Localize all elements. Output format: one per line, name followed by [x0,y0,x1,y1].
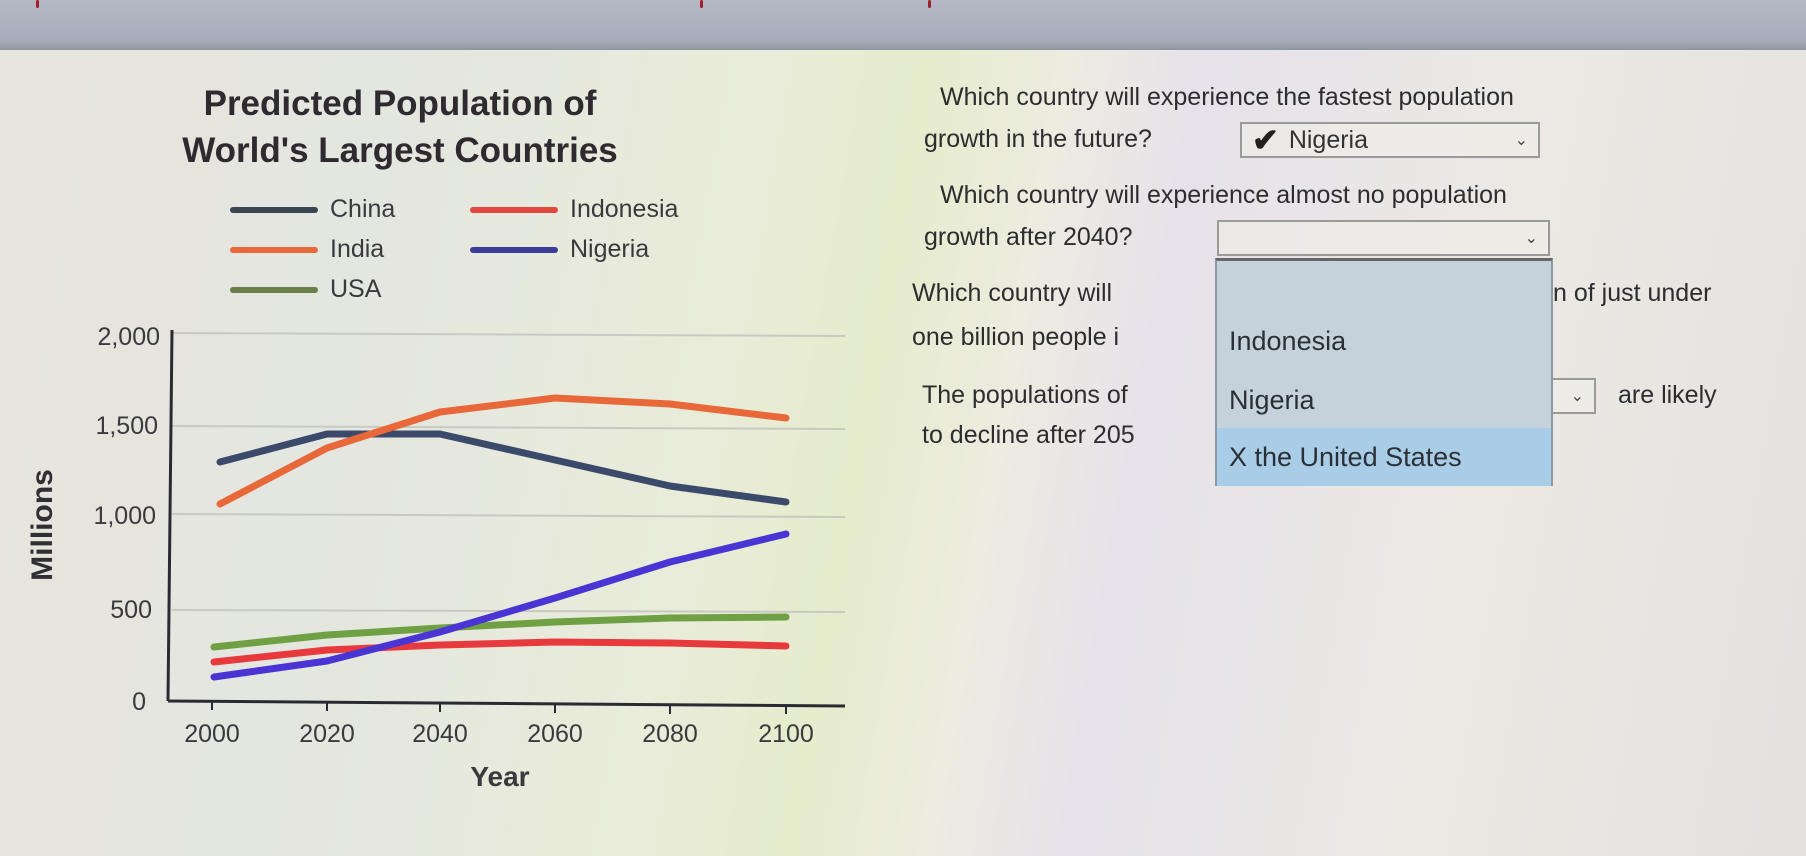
question-4-text-end: are likely [1618,381,1717,409]
question-1-selected-value: Nigeria [1288,125,1369,154]
legend-swatch-indonesia [470,206,558,213]
x-axis [167,699,846,708]
line-chart: 2,000 1,500 1,000 500 0 2000 2020 2040 2… [26,323,846,792]
legend-item-china: China [230,195,395,224]
legend-label: Nigeria [570,235,650,263]
series-china [216,430,790,506]
question-1-select[interactable]: ✔ Nigeria ⌄ [1240,122,1540,158]
legend-swatch-india [230,246,318,253]
dropdown-option-united-states[interactable]: X the United States [1217,428,1551,486]
y-tick-label: 0 [132,688,146,716]
dropdown-option-nigeria[interactable]: Nigeria [1229,385,1315,415]
y-axis [166,329,174,702]
legend-swatch-usa [230,286,318,293]
question-2-text-line-2: growth after 2040? [924,223,1133,251]
browser-top-bar [0,0,1806,50]
chevron-down-icon: ⌄ [1570,388,1584,405]
question-1-text-line-2: growth in the future? [924,125,1152,153]
question-2-select[interactable]: ⌄ [1217,220,1550,256]
question-1-text: Which country will experience the fastes… [940,83,1514,111]
question-4-text: The populations of [922,381,1128,409]
x-ticks [211,701,787,714]
chevron-down-icon: ⌄ [1524,230,1538,247]
legend-label: Indonesia [570,195,679,223]
chart-title: Predicted Population of World's Largest … [120,80,680,174]
legend-swatch-china [230,206,318,213]
legend-item-india: India [230,235,384,264]
question-4-text-line-2: to decline after 205 [922,421,1135,449]
x-tick-label: 2100 [758,720,814,748]
y-tick-label: 2,000 [97,323,160,351]
decorative-mark [36,0,39,8]
x-tick-label: 2020 [299,720,355,748]
x-tick-labels: 2000 2020 2040 2060 2080 2100 [184,720,814,748]
x-tick-label: 2080 [642,720,698,748]
y-tick-labels: 2,000 1,500 1,000 500 0 [93,323,160,716]
legend-label: China [330,195,396,223]
series-indonesia [210,638,790,666]
legend-item-indonesia: Indonesia [470,195,678,224]
legend-label: India [330,235,385,263]
y-tick-label: 1,500 [95,412,158,440]
legend-swatch-nigeria [470,246,558,253]
decorative-mark [700,0,703,8]
question-3-text: Which country will [912,279,1113,307]
legend-item-usa: USA [230,275,381,304]
correct-check-icon: ✔ [1252,122,1279,158]
question-2-dropdown-list[interactable]: Indonesia Nigeria X the United States [1215,258,1553,486]
question-3-text-line-2: one billion people i [912,323,1120,351]
chevron-down-icon: ⌄ [1514,132,1528,149]
dropdown-option-indonesia[interactable]: Indonesia [1229,326,1347,356]
chart-title-line-1: Predicted Population of [203,84,597,123]
x-tick-label: 2060 [527,720,583,748]
y-tick-label: 1,000 [93,502,156,530]
y-tick-label: 500 [110,596,152,624]
series-nigeria [210,530,790,681]
legend-label: USA [330,275,382,303]
chart-title-line-2: World's Largest Countries [182,131,618,170]
decorative-mark [928,0,931,8]
series-usa [210,613,790,651]
x-tick-label: 2040 [412,720,468,748]
x-tick-label: 2000 [184,720,240,748]
question-2-text: Which country will experience almost no … [940,181,1507,209]
x-axis-label: Year [470,761,529,792]
y-axis-label: Millions [26,469,59,581]
question-3-text-end: n of just under [1553,279,1712,307]
legend-item-nigeria: Nigeria [470,235,649,264]
series-india [216,394,790,508]
